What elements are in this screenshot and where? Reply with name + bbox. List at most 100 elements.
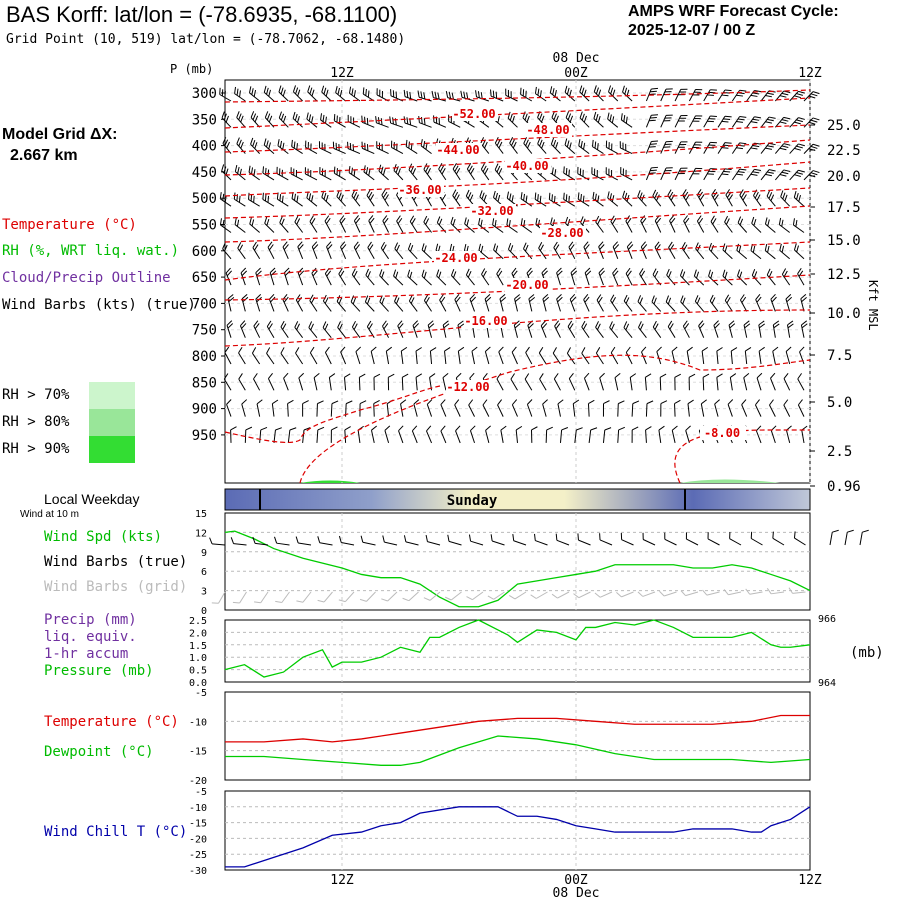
barb-flag	[645, 373, 652, 378]
wind-barb	[227, 294, 235, 312]
pressure-tick-label: 400	[192, 139, 217, 155]
barb-flag	[765, 173, 773, 177]
barb-flag	[492, 90, 495, 98]
wind-barb	[271, 399, 279, 417]
barb-flag	[482, 165, 487, 172]
barb-flag	[402, 373, 409, 378]
barb-staff	[789, 169, 799, 181]
surface-wind-barb	[447, 534, 462, 546]
barb-flag	[512, 270, 518, 277]
barb-staff	[688, 115, 696, 128]
wind-barb	[238, 373, 246, 391]
barb-flag	[754, 116, 762, 119]
barb-flag	[548, 192, 551, 200]
barb-flag	[528, 323, 534, 329]
barb-staff	[324, 220, 332, 233]
wind-barb	[610, 215, 619, 233]
panel-frame	[224, 512, 811, 611]
barb-flag	[392, 90, 395, 98]
barb-staff	[394, 248, 404, 260]
barb-staff	[324, 352, 332, 365]
barb-flag	[739, 189, 744, 196]
barb-staff	[438, 194, 447, 207]
wind-barb	[326, 241, 333, 259]
barb-staff	[337, 327, 346, 339]
barb-flag	[497, 116, 500, 123]
barb-flag	[253, 320, 259, 327]
wind-barb	[559, 427, 569, 443]
barb-flag	[294, 113, 298, 121]
wind-barb	[793, 243, 805, 260]
barb-staff	[309, 352, 318, 365]
barb-flag	[211, 602, 219, 604]
barb-flag	[741, 296, 747, 303]
barb-staff	[224, 352, 232, 365]
height-tick-label: 0.96	[827, 479, 861, 495]
barb-flag	[442, 372, 449, 379]
barb-flag	[370, 346, 377, 352]
barb-flag	[323, 87, 327, 95]
model-grid-value: 2.667 km	[10, 147, 78, 164]
barb-staff	[682, 325, 690, 338]
barb-flag	[337, 321, 341, 328]
barb-flag	[240, 141, 244, 149]
wind-barb	[241, 399, 248, 417]
barb-flag	[683, 244, 688, 251]
barb-flag	[781, 245, 785, 253]
wind-barb	[309, 346, 318, 365]
surface-wind-barb	[707, 532, 720, 546]
barb-flag	[430, 347, 437, 352]
barb-flag	[493, 243, 496, 251]
barb-flag	[275, 600, 282, 604]
barb-staff	[307, 91, 318, 102]
barb-flag	[512, 141, 517, 149]
wind-barb	[415, 347, 422, 365]
barb-flag	[707, 532, 709, 539]
barb-flag	[610, 294, 615, 301]
barb-flag	[812, 170, 820, 174]
wind-barb	[645, 140, 659, 154]
surface-wind-barb	[338, 535, 355, 546]
barb-staff	[625, 220, 633, 233]
barb-staff	[685, 591, 699, 597]
barb-staff	[584, 272, 590, 286]
barb-flag	[654, 323, 659, 330]
barb-staff	[238, 352, 246, 365]
barb-staff	[500, 430, 504, 443]
barb-flag	[534, 86, 537, 94]
barb-flag	[238, 373, 243, 380]
barb-flag	[452, 271, 457, 278]
barb-flag	[524, 373, 530, 380]
contour-label-bg	[526, 123, 572, 137]
wind-barb	[336, 295, 346, 312]
barb-staff	[366, 591, 376, 602]
barb-staff	[671, 430, 676, 444]
barb-flag	[847, 529, 854, 533]
barb-flag	[751, 216, 755, 224]
barb-staff	[480, 168, 490, 181]
wind-barb	[674, 373, 681, 391]
barb-flag	[666, 114, 673, 116]
barb-flag	[538, 346, 544, 354]
wind-barb	[510, 373, 518, 391]
wind-barb	[605, 140, 619, 155]
barb-flag	[393, 269, 397, 277]
barb-flag	[221, 111, 225, 119]
barb-flag	[596, 323, 601, 330]
barb-flag	[480, 92, 483, 99]
barb-flag	[311, 89, 315, 97]
barb-flag	[240, 320, 246, 326]
wind-barb	[687, 399, 694, 417]
barb-flag	[569, 323, 574, 330]
surface-wind-barb	[829, 529, 839, 546]
barb-flag	[500, 425, 507, 431]
wind-barb	[364, 295, 375, 312]
wind-barb	[368, 215, 375, 233]
barb-flag	[708, 269, 711, 277]
grid-wind-barb	[487, 591, 505, 600]
wind-barb	[528, 294, 536, 312]
wind-barb	[538, 346, 547, 365]
barb-flag	[434, 91, 437, 99]
barb-flag	[649, 172, 656, 174]
barb-flag	[666, 140, 673, 143]
